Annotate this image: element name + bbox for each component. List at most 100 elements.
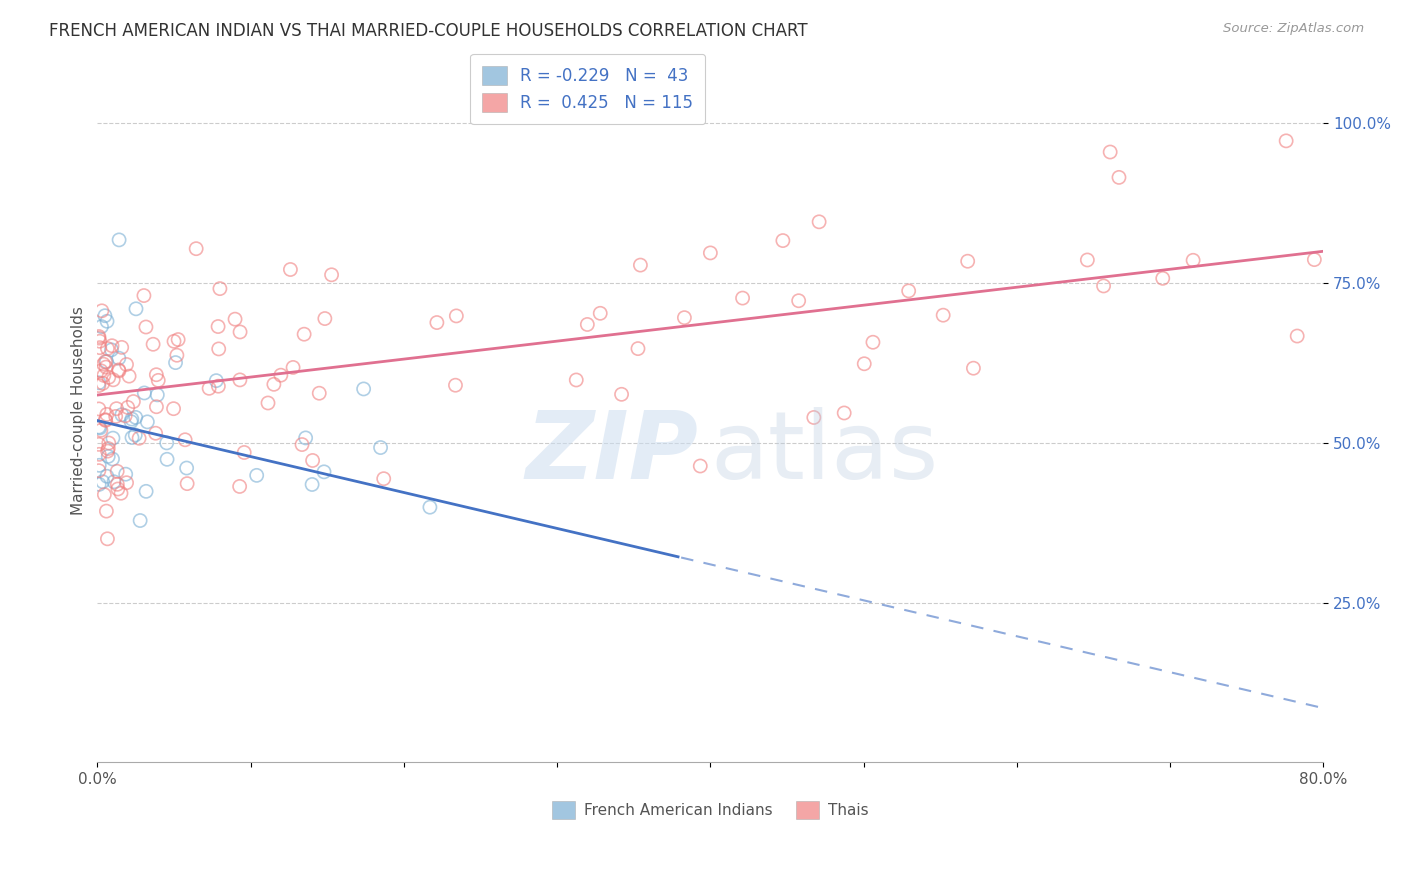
Point <box>103 373 125 387</box>
Point <box>135 484 157 499</box>
Point <box>176 476 198 491</box>
Point <box>96 504 118 518</box>
Point <box>93 368 115 383</box>
Point <box>97 444 120 458</box>
Point <box>96 469 118 483</box>
Point <box>186 242 208 256</box>
Point <box>444 378 467 392</box>
Point <box>87 331 110 345</box>
Point <box>107 482 129 496</box>
Point <box>446 309 468 323</box>
Point <box>91 376 114 391</box>
Point <box>132 288 155 302</box>
Point <box>174 433 197 447</box>
Point <box>207 379 229 393</box>
Point <box>96 342 118 356</box>
Point <box>105 477 128 491</box>
Point <box>808 215 831 229</box>
Point <box>87 329 110 343</box>
Point <box>107 363 129 377</box>
Point <box>118 369 141 384</box>
Point <box>121 430 143 444</box>
Text: FRENCH AMERICAN INDIAN VS THAI MARRIED-COUPLE HOUSEHOLDS CORRELATION CHART: FRENCH AMERICAN INDIAN VS THAI MARRIED-C… <box>49 22 808 40</box>
Legend: French American Indians, Thais: French American Indians, Thais <box>546 795 875 825</box>
Point <box>110 486 132 500</box>
Point <box>862 335 884 350</box>
Point <box>89 341 111 355</box>
Text: atlas: atlas <box>710 407 939 500</box>
Point <box>105 401 128 416</box>
Point <box>124 428 146 442</box>
Point <box>146 388 169 402</box>
Point <box>94 360 117 375</box>
Point <box>291 437 314 451</box>
Point <box>167 333 190 347</box>
Point <box>89 458 111 473</box>
Point <box>89 421 111 435</box>
Point <box>105 464 128 478</box>
Point <box>93 357 115 371</box>
Point <box>301 453 323 467</box>
Point <box>176 461 198 475</box>
Point <box>370 441 392 455</box>
Point <box>134 386 156 401</box>
Point <box>87 464 110 478</box>
Point <box>115 358 138 372</box>
Point <box>156 452 179 467</box>
Point <box>145 368 167 382</box>
Point <box>96 408 118 422</box>
Point <box>627 342 650 356</box>
Point <box>145 426 167 441</box>
Point <box>96 354 118 368</box>
Point <box>125 301 148 316</box>
Point <box>257 396 280 410</box>
Point <box>156 436 179 450</box>
Point <box>108 233 131 247</box>
Point <box>208 342 231 356</box>
Point <box>312 465 335 479</box>
Point <box>87 420 110 434</box>
Point <box>94 309 117 323</box>
Point <box>108 351 131 366</box>
Point <box>94 355 117 369</box>
Point <box>121 412 143 426</box>
Point <box>294 431 316 445</box>
Point <box>897 284 920 298</box>
Point <box>108 364 131 378</box>
Point <box>96 314 118 328</box>
Point <box>165 356 187 370</box>
Point <box>229 373 252 387</box>
Point <box>96 532 118 546</box>
Point <box>97 442 120 456</box>
Point <box>120 415 142 429</box>
Point <box>163 334 186 349</box>
Point <box>301 477 323 491</box>
Point <box>89 334 111 349</box>
Point <box>87 401 110 416</box>
Point <box>111 408 134 422</box>
Point <box>122 394 145 409</box>
Point <box>263 377 285 392</box>
Point <box>1303 252 1326 267</box>
Point <box>699 246 721 260</box>
Point <box>90 319 112 334</box>
Point <box>1076 252 1098 267</box>
Point <box>628 258 651 272</box>
Point <box>689 458 711 473</box>
Point <box>128 431 150 445</box>
Point <box>103 475 125 489</box>
Point <box>1108 170 1130 185</box>
Point <box>314 311 336 326</box>
Point <box>87 378 110 392</box>
Point <box>419 500 441 515</box>
Point <box>162 401 184 416</box>
Point <box>125 410 148 425</box>
Point <box>270 368 292 383</box>
Point <box>87 437 110 451</box>
Point <box>1275 134 1298 148</box>
Point <box>731 291 754 305</box>
Point <box>292 327 315 342</box>
Point <box>832 406 855 420</box>
Point <box>129 514 152 528</box>
Point <box>1182 253 1205 268</box>
